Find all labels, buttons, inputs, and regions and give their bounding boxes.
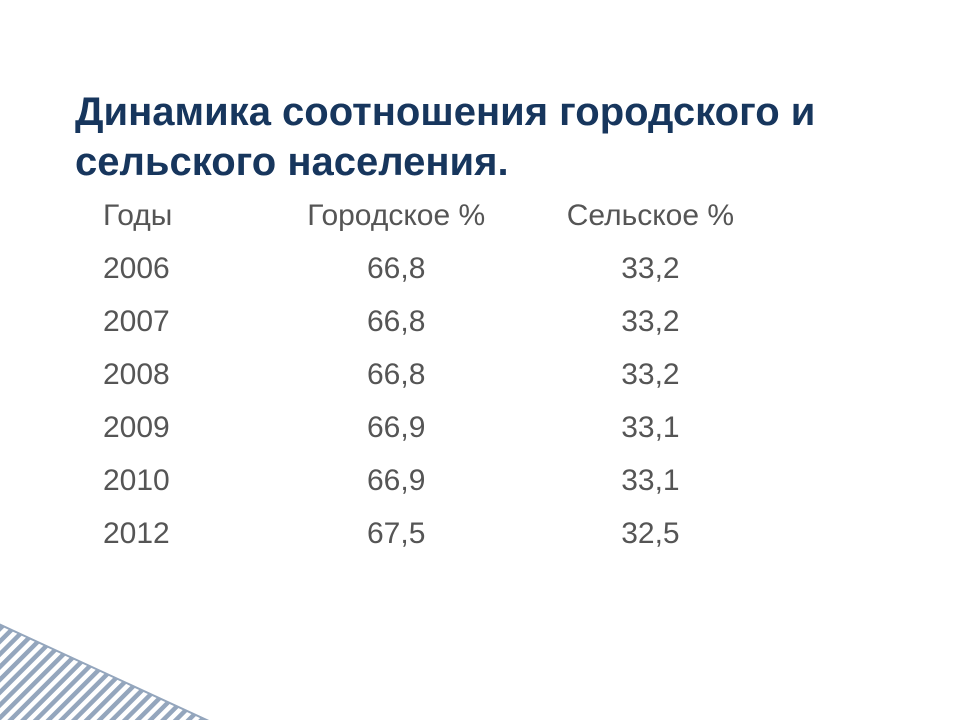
cell-urban: 66,9 xyxy=(267,402,526,455)
cell-urban: 66,9 xyxy=(267,455,526,508)
table-row: 2009 66,9 33,1 xyxy=(95,402,775,455)
cell-urban: 67,5 xyxy=(267,508,526,561)
cell-rural: 33,2 xyxy=(526,243,775,296)
cell-year: 2010 xyxy=(95,455,267,508)
table-row: 2007 66,8 33,2 xyxy=(95,296,775,349)
cell-year: 2009 xyxy=(95,402,267,455)
table-row: 2006 66,8 33,2 xyxy=(95,243,775,296)
col-header-rural: Сельское % xyxy=(526,190,775,243)
col-header-years: Годы xyxy=(95,190,267,243)
cell-rural: 32,5 xyxy=(526,508,775,561)
table-header-row: Годы Городское % Сельское % xyxy=(95,190,775,243)
cell-year: 2007 xyxy=(95,296,267,349)
population-table: Годы Городское % Сельское % 2006 66,8 33… xyxy=(95,190,775,561)
table-row: 2010 66,9 33,1 xyxy=(95,455,775,508)
page-title: Динамика соотношения городского и сельск… xyxy=(75,87,895,187)
cell-urban: 66,8 xyxy=(267,243,526,296)
table-row: 2012 67,5 32,5 xyxy=(95,508,775,561)
cell-rural: 33,2 xyxy=(526,349,775,402)
cell-rural: 33,2 xyxy=(526,296,775,349)
table: Годы Городское % Сельское % 2006 66,8 33… xyxy=(95,190,775,561)
slide: Динамика соотношения городского и сельск… xyxy=(0,0,960,720)
corner-decoration-icon xyxy=(0,610,250,720)
cell-year: 2012 xyxy=(95,508,267,561)
col-header-urban: Городское % xyxy=(267,190,526,243)
cell-urban: 66,8 xyxy=(267,349,526,402)
cell-year: 2006 xyxy=(95,243,267,296)
cell-urban: 66,8 xyxy=(267,296,526,349)
cell-year: 2008 xyxy=(95,349,267,402)
table-row: 2008 66,8 33,2 xyxy=(95,349,775,402)
cell-rural: 33,1 xyxy=(526,455,775,508)
cell-rural: 33,1 xyxy=(526,402,775,455)
